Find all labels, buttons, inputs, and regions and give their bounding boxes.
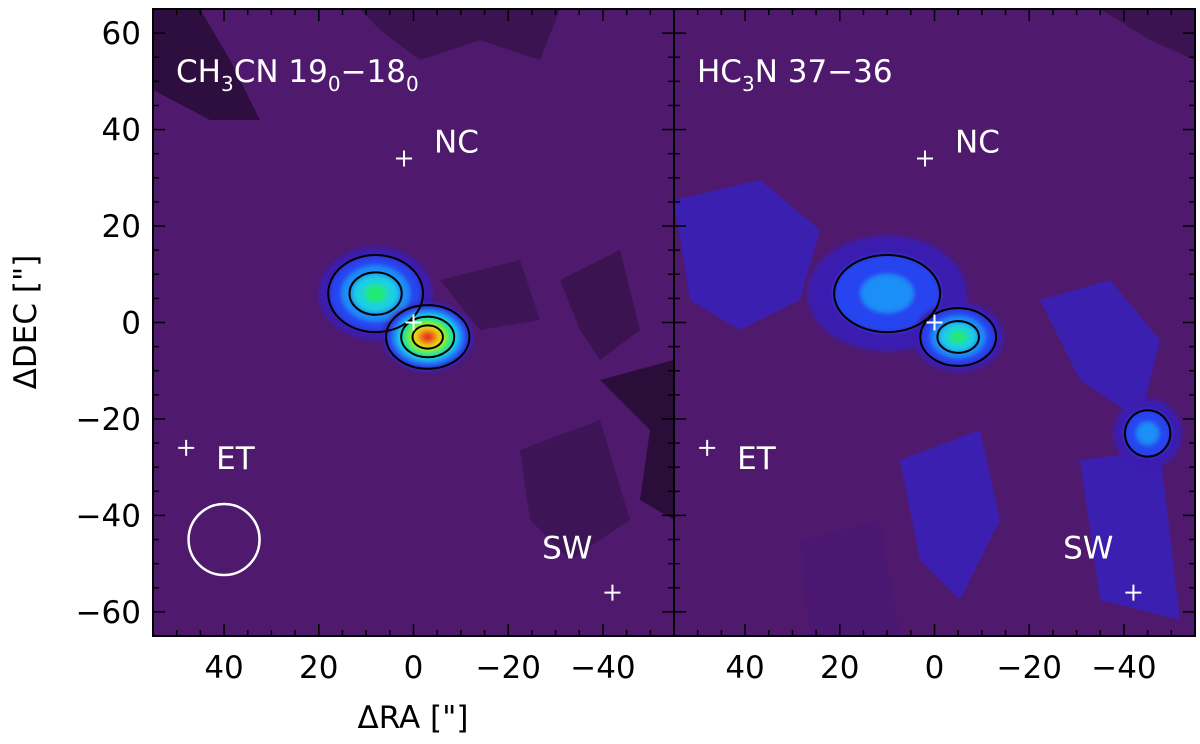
blue-region bbox=[900, 430, 1000, 600]
contour-line bbox=[1123, 409, 1172, 458]
y-tick-label: 0 bbox=[121, 306, 141, 342]
dark-region bbox=[440, 260, 540, 330]
dark-region bbox=[520, 420, 630, 560]
position-marker bbox=[178, 439, 195, 456]
dark-region bbox=[1100, 9, 1195, 60]
emission-level bbox=[949, 330, 968, 344]
markers-left: NC ET SW bbox=[178, 125, 621, 601]
contour-line bbox=[327, 253, 425, 334]
emission-level bbox=[364, 284, 388, 303]
y-tick-label: 40 bbox=[102, 113, 141, 149]
x-tick-label: 0 bbox=[925, 650, 945, 686]
x-tick-label: 40 bbox=[725, 650, 764, 686]
panel-right: 40 20 0 −20 −40 NC ET SW HC3N 37−36 bbox=[673, 8, 1196, 686]
marker-label: ET bbox=[216, 441, 256, 477]
x-tick-label: 20 bbox=[820, 650, 859, 686]
dark-region bbox=[800, 520, 900, 636]
blue-region bbox=[1080, 450, 1180, 620]
x-axis-label: ΔRA ["] bbox=[358, 700, 469, 736]
emission-level bbox=[1136, 421, 1160, 446]
contour-lines-left bbox=[327, 253, 471, 370]
position-marker bbox=[926, 314, 943, 331]
marker-label: ET bbox=[737, 441, 777, 477]
position-marker bbox=[699, 439, 716, 456]
position-marker bbox=[917, 150, 934, 167]
contour-line bbox=[833, 253, 942, 334]
y-tick-label: −40 bbox=[76, 498, 141, 534]
x-tick-label: −20 bbox=[997, 650, 1062, 686]
contour-line bbox=[385, 304, 471, 370]
y-tick-label: −60 bbox=[76, 595, 141, 631]
marker-label: NC bbox=[434, 125, 479, 161]
panel-right-annotation: HC3N 37−36 bbox=[697, 54, 893, 96]
contour-line bbox=[348, 271, 403, 316]
contour-line bbox=[400, 315, 456, 359]
y-tick-label: 20 bbox=[102, 209, 141, 245]
ticks-left: 40 20 0 −20 −40 60 40 20 0 −20 −40 −60 bbox=[76, 9, 674, 686]
y-axis-label: ΔDEC ["] bbox=[8, 255, 44, 390]
marker-label: NC bbox=[955, 125, 1000, 161]
x-tick-label: −40 bbox=[570, 650, 635, 686]
position-marker bbox=[396, 150, 413, 167]
marker-label: SW bbox=[1063, 531, 1113, 567]
blue-region bbox=[674, 180, 820, 330]
panel-left: 40 20 0 −20 −40 60 40 20 0 −20 −40 −60 NC ET SW CH3CN… bbox=[76, 8, 675, 686]
x-tick-label: −20 bbox=[476, 650, 541, 686]
contour-line bbox=[411, 324, 444, 350]
dark-region bbox=[600, 360, 674, 520]
position-marker bbox=[604, 584, 621, 601]
marker-label: SW bbox=[542, 531, 592, 567]
dark-region bbox=[360, 9, 560, 60]
y-tick-label: −20 bbox=[76, 402, 141, 438]
x-tick-label: −40 bbox=[1091, 650, 1156, 686]
markers-right: NC ET SW bbox=[699, 125, 1142, 601]
emission-contours-right bbox=[807, 235, 1182, 469]
position-marker bbox=[405, 314, 422, 331]
x-tick-label: 0 bbox=[404, 650, 424, 686]
dark-region bbox=[153, 9, 260, 120]
emission-contours-left bbox=[318, 247, 474, 372]
emission-level bbox=[422, 333, 433, 341]
contour-line bbox=[936, 320, 980, 354]
dark-region bbox=[560, 250, 640, 360]
x-tick-label: 40 bbox=[204, 650, 243, 686]
emission-level bbox=[860, 274, 914, 313]
contour-lines-right bbox=[833, 253, 1172, 458]
panel-left-annotation: CH3CN 190−180 bbox=[176, 54, 419, 96]
beam-circle bbox=[187, 502, 261, 577]
position-marker bbox=[1125, 584, 1142, 601]
ticks-right: 40 20 0 −20 −40 bbox=[674, 9, 1195, 686]
y-tick-label: 60 bbox=[102, 16, 141, 52]
contour-line bbox=[919, 307, 998, 367]
x-tick-label: 20 bbox=[299, 650, 338, 686]
blue-region bbox=[1040, 280, 1160, 420]
